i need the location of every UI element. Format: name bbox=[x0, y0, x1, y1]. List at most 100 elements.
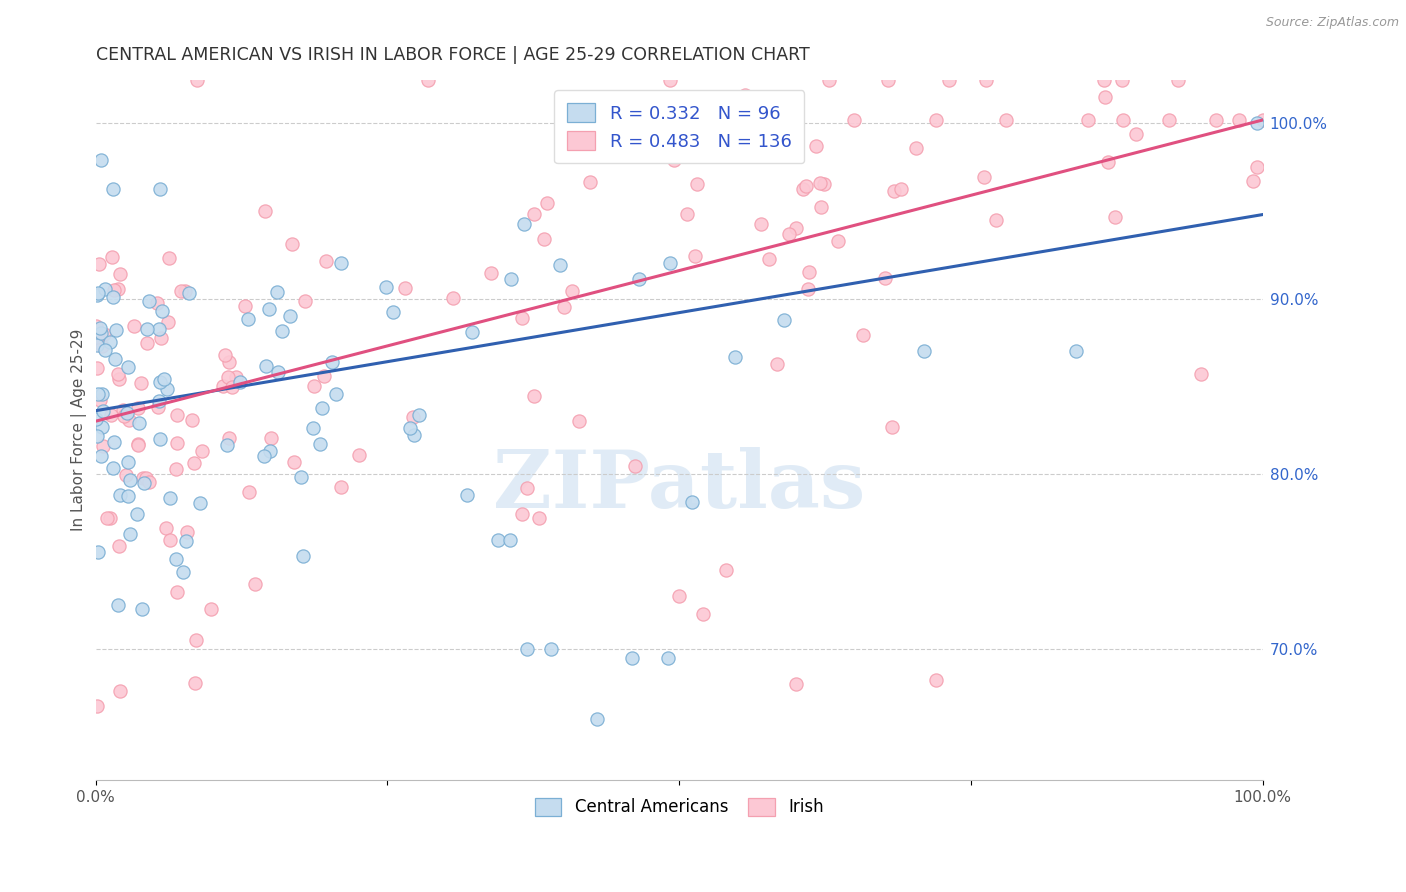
Point bbox=[260, 431, 283, 445]
Point bbox=[817, 72, 839, 87]
Point bbox=[165, 462, 187, 476]
Point bbox=[166, 585, 188, 599]
Point bbox=[155, 521, 177, 535]
Point bbox=[217, 370, 239, 384]
Point bbox=[91, 420, 114, 434]
Point bbox=[146, 400, 169, 414]
Point bbox=[94, 343, 117, 358]
Point bbox=[157, 251, 180, 265]
Point bbox=[159, 533, 181, 547]
Point bbox=[214, 348, 236, 362]
Text: CENTRAL AMERICAN VS IRISH IN LABOR FORCE | AGE 25-29 CORRELATION CHART: CENTRAL AMERICAN VS IRISH IN LABOR FORCE… bbox=[96, 46, 810, 64]
Point bbox=[90, 326, 112, 340]
Point bbox=[1064, 344, 1087, 359]
Point bbox=[149, 182, 172, 196]
Point bbox=[513, 217, 536, 231]
Point bbox=[658, 72, 681, 87]
Point bbox=[408, 409, 430, 423]
Point bbox=[347, 448, 370, 462]
Point bbox=[118, 413, 141, 427]
Point bbox=[382, 305, 405, 319]
Point bbox=[792, 182, 814, 196]
Point bbox=[676, 207, 699, 221]
Point bbox=[89, 392, 111, 407]
Point bbox=[103, 283, 125, 297]
Point bbox=[112, 403, 135, 417]
Point bbox=[170, 285, 193, 299]
Point bbox=[127, 438, 149, 452]
Point bbox=[1104, 210, 1126, 224]
Point bbox=[796, 282, 818, 296]
Point bbox=[183, 456, 205, 470]
Point bbox=[692, 607, 714, 621]
Point bbox=[132, 476, 155, 491]
Point bbox=[321, 355, 343, 369]
Point bbox=[714, 563, 737, 577]
Point bbox=[212, 378, 235, 392]
Point bbox=[93, 439, 115, 453]
Point bbox=[1167, 72, 1189, 87]
Point bbox=[87, 545, 110, 559]
Point bbox=[254, 359, 277, 373]
Point bbox=[724, 350, 747, 364]
Point bbox=[271, 324, 294, 338]
Point bbox=[117, 455, 139, 469]
Point bbox=[876, 72, 898, 87]
Point bbox=[973, 170, 995, 185]
Point bbox=[461, 325, 484, 339]
Point bbox=[905, 141, 928, 155]
Point bbox=[808, 176, 831, 190]
Point bbox=[86, 428, 108, 442]
Point bbox=[659, 256, 682, 270]
Point bbox=[479, 266, 502, 280]
Point bbox=[218, 431, 240, 445]
Point bbox=[657, 650, 679, 665]
Point bbox=[267, 365, 290, 379]
Point bbox=[266, 285, 288, 299]
Point bbox=[804, 139, 827, 153]
Point bbox=[259, 443, 281, 458]
Point bbox=[103, 434, 125, 449]
Point bbox=[533, 231, 555, 245]
Point bbox=[527, 510, 550, 524]
Point bbox=[129, 376, 152, 391]
Point bbox=[1241, 174, 1264, 188]
Point bbox=[107, 368, 129, 382]
Point bbox=[852, 327, 875, 342]
Point bbox=[1205, 112, 1227, 127]
Point bbox=[523, 389, 546, 403]
Point bbox=[100, 408, 122, 422]
Point bbox=[112, 409, 135, 423]
Point bbox=[124, 318, 146, 333]
Point bbox=[785, 677, 807, 691]
Point bbox=[108, 683, 131, 698]
Point bbox=[245, 577, 267, 591]
Point bbox=[749, 217, 772, 231]
Point bbox=[177, 286, 200, 301]
Point bbox=[108, 539, 131, 553]
Point bbox=[925, 112, 948, 127]
Point bbox=[309, 437, 332, 451]
Point bbox=[115, 468, 138, 483]
Point bbox=[257, 301, 280, 316]
Point bbox=[890, 182, 912, 196]
Point bbox=[157, 315, 180, 329]
Point bbox=[683, 249, 706, 263]
Point bbox=[148, 393, 170, 408]
Point bbox=[93, 327, 115, 342]
Point bbox=[96, 510, 118, 524]
Point bbox=[512, 311, 534, 326]
Point bbox=[86, 329, 108, 343]
Point bbox=[127, 401, 149, 416]
Point bbox=[657, 145, 679, 159]
Point bbox=[148, 322, 170, 336]
Point bbox=[108, 372, 131, 386]
Point bbox=[117, 360, 139, 375]
Point bbox=[681, 494, 703, 508]
Point bbox=[225, 369, 247, 384]
Point bbox=[1112, 112, 1135, 127]
Point bbox=[315, 253, 337, 268]
Point bbox=[499, 533, 522, 548]
Point bbox=[778, 227, 800, 242]
Point bbox=[253, 449, 276, 463]
